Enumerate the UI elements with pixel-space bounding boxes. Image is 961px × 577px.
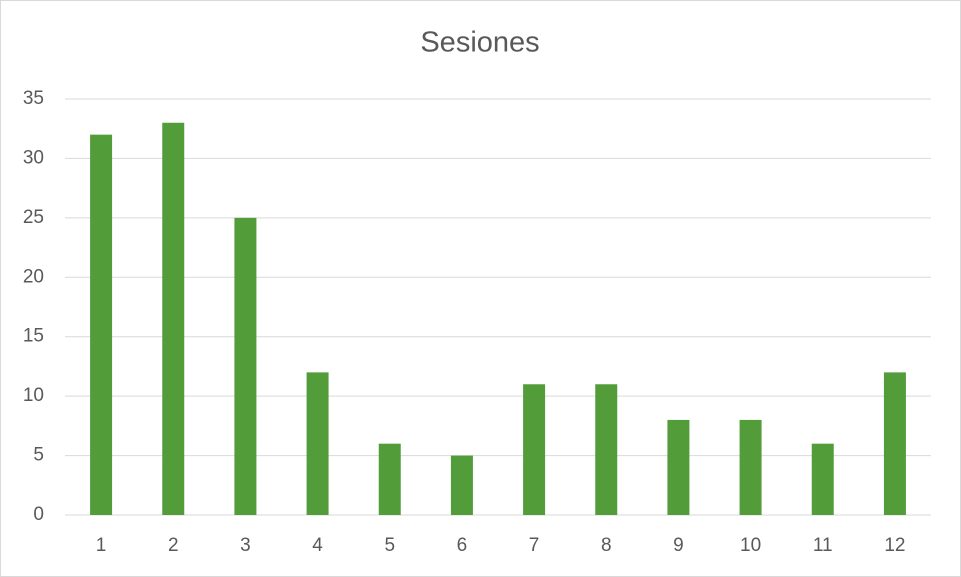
x-tick-label: 1 [96,535,107,556]
x-tick-label: 11 [813,535,833,556]
y-tick-label: 30 [23,147,44,168]
chart-title: Sesiones [420,27,539,59]
x-tick-label: 2 [168,535,179,556]
bar [450,455,473,515]
bar [739,419,762,515]
bar [595,384,618,515]
bar [234,217,257,515]
bar [883,372,906,515]
y-tick-label: 15 [23,326,44,347]
x-tick-label: 7 [529,535,540,556]
y-tick-label: 0 [33,504,44,525]
bar [667,419,690,515]
x-tick-label: 4 [312,535,323,556]
x-tick-label: 3 [240,535,251,556]
x-tick-label: 12 [884,535,905,556]
bar [811,443,834,515]
y-tick-label: 10 [23,385,44,406]
x-tick-label: 5 [384,535,395,556]
bar [378,443,401,515]
x-tick-label: 10 [740,535,761,556]
bar [162,122,185,516]
bar [90,134,113,515]
bar [523,384,546,515]
x-tick-label: 6 [457,535,468,556]
y-tick-label: 35 [23,88,44,109]
y-tick-label: 25 [23,207,44,228]
y-tick-label: 20 [23,266,44,287]
bar [306,372,329,515]
y-tick-label: 5 [33,445,44,466]
x-tick-label: 8 [601,535,612,556]
x-tick-label: 9 [673,535,684,556]
